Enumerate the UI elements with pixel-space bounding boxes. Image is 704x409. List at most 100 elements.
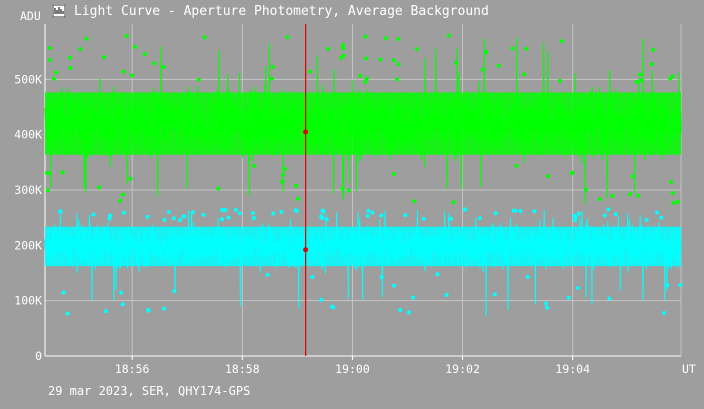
series-1-point <box>53 70 58 75</box>
series-2-point <box>120 302 125 307</box>
series-1-point <box>510 46 515 51</box>
series-1-point <box>628 192 633 197</box>
series-2-point <box>477 216 482 221</box>
series-2-point <box>575 286 580 290</box>
series-1-point <box>269 76 274 81</box>
series-2-point <box>220 217 225 222</box>
series-2-point <box>492 292 497 297</box>
series-1-point <box>281 172 286 177</box>
series-2-point <box>321 208 326 213</box>
series-2-point <box>370 210 375 215</box>
series-2-point <box>525 274 530 279</box>
series-1-point <box>453 60 458 65</box>
series-2-point <box>237 211 242 216</box>
series-1-point <box>396 62 401 67</box>
series-2-point <box>265 272 270 277</box>
series-1-point <box>391 171 396 176</box>
series-1-point <box>196 77 201 82</box>
series-1-point <box>283 166 287 171</box>
series-2-point <box>178 218 183 223</box>
series-1-point <box>130 73 135 78</box>
light-curve-app-icon[interactable] <box>52 4 66 18</box>
series-2-point <box>172 289 177 293</box>
series-1-point <box>133 44 138 49</box>
series-1-point <box>391 58 396 63</box>
series-1-point <box>364 56 368 61</box>
series-1-point <box>496 63 501 68</box>
series-1-point <box>569 171 574 176</box>
series-2-point <box>655 210 660 215</box>
series-2-group <box>44 207 683 317</box>
series-1-point <box>346 188 351 193</box>
series-1-point <box>161 65 166 69</box>
series-2-point <box>518 209 523 214</box>
series-1-point <box>383 36 388 41</box>
x-tick-label: 19:02 <box>445 362 480 376</box>
series-1-point <box>47 58 52 62</box>
series-1-point <box>669 180 674 184</box>
series-2-point <box>566 295 571 300</box>
series-2-point <box>251 216 256 221</box>
series-1-point <box>584 187 588 192</box>
series-1-point <box>597 197 602 202</box>
series-1-point <box>128 176 133 181</box>
x-tick-label: 19:00 <box>335 362 370 376</box>
series-1-point <box>670 191 675 195</box>
series-1-point <box>101 55 106 60</box>
footer-info: 29 mar 2023, SER, QHY174-GPS <box>48 384 251 398</box>
series-2-point <box>171 216 176 221</box>
series-2-point <box>421 216 426 221</box>
series-1-group <box>44 33 682 205</box>
series-2-point <box>65 311 70 316</box>
series-2-point <box>493 211 498 216</box>
series-2-point <box>576 211 581 216</box>
series-2-point <box>146 308 151 312</box>
series-2-point <box>107 216 112 221</box>
series-2-point <box>162 217 167 222</box>
series-1-point <box>51 76 56 81</box>
series-1-point <box>670 74 675 79</box>
window-title: Light Curve - Aperture Photometry, Avera… <box>74 4 489 19</box>
series-2-point <box>544 301 549 306</box>
series-1-point <box>634 80 639 84</box>
series-2-point <box>606 207 611 212</box>
series-2-point <box>119 290 124 295</box>
series-1-point <box>363 34 368 39</box>
series-1-point <box>638 78 643 83</box>
chart-cursor[interactable] <box>303 24 309 356</box>
series-1-point <box>671 200 676 205</box>
series-2-point <box>91 212 96 217</box>
series-2-point <box>279 209 284 214</box>
series-2-point <box>293 208 298 213</box>
series-1-point <box>522 72 526 77</box>
y-tick-label: 0 <box>35 349 42 363</box>
series-2-point <box>659 215 664 220</box>
series-1-point <box>252 163 257 168</box>
series-1-point <box>675 200 680 204</box>
series-2-point <box>220 208 225 212</box>
x-tick-label: 18:58 <box>225 362 260 376</box>
series-1-point <box>545 174 550 179</box>
series-1-point <box>152 61 157 66</box>
y-tick-label: 200K <box>14 238 42 252</box>
series-2-point <box>319 297 324 302</box>
series-2-point <box>678 283 683 287</box>
series-1-point <box>649 62 654 67</box>
cursor-marker <box>303 129 309 135</box>
series-2-point <box>121 210 126 215</box>
series-1-point <box>294 183 299 188</box>
series-2-point <box>108 213 113 218</box>
series-1-point <box>480 67 485 72</box>
x-axis-label: UT <box>682 362 696 376</box>
x-tick-label: 18:56 <box>115 362 150 376</box>
series-1-point <box>446 33 451 38</box>
series-1-point <box>120 192 125 197</box>
series-2-point <box>463 207 468 212</box>
series-1-point <box>84 36 89 41</box>
series-1-core-band <box>45 92 681 155</box>
series-2-point <box>103 309 108 314</box>
series-1-point <box>637 72 642 77</box>
series-2-point <box>545 305 550 310</box>
chart-icon <box>52 4 66 18</box>
